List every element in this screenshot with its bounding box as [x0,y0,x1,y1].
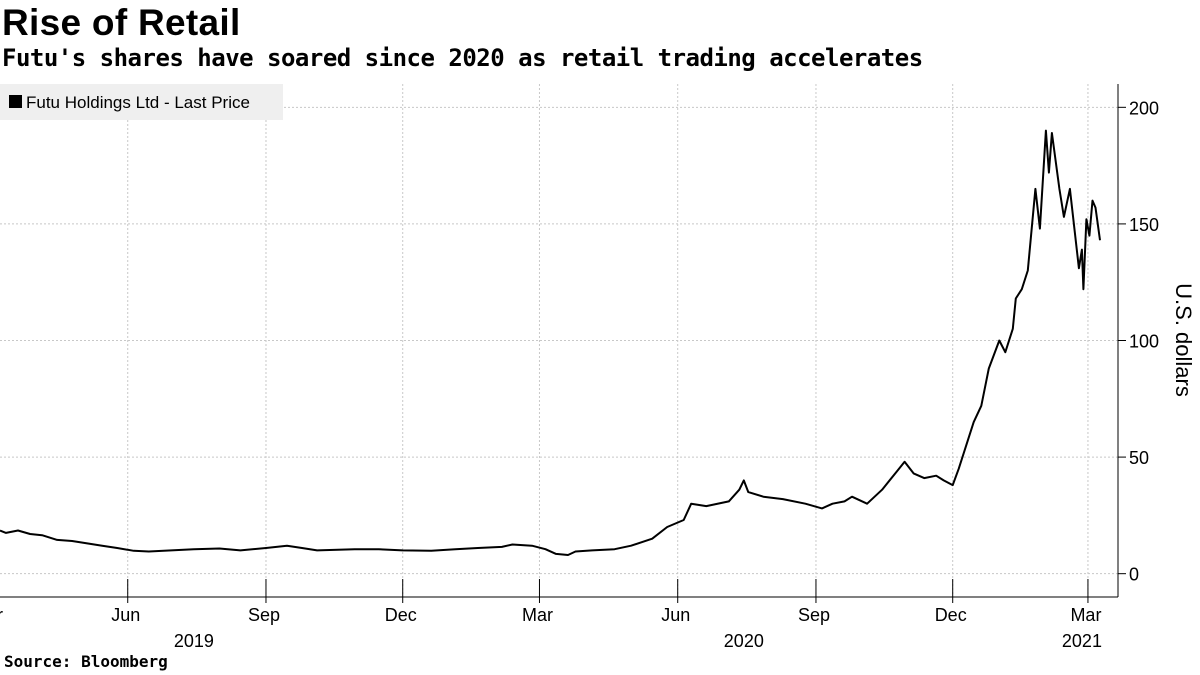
x-tick-label: Dec [935,605,967,625]
chart-title: Rise of Retail [2,2,241,43]
grid-lines [0,84,1118,597]
chart-subtitle: Futu's shares have soared since 2020 as … [2,44,923,72]
y-axis-title: U.S. dollars [1171,283,1196,397]
x-tick-label: Jun [661,605,690,625]
x-tick-label: Mar [1070,605,1101,625]
x-tick-label: Sep [248,605,280,625]
x-tick-label: Jun [111,605,140,625]
x-year-label: 2020 [724,631,764,651]
axes: 0 50 100 150 200 Mar Jun Sep Dec Mar Jun Sep Dec Mar 2… [0,84,1159,651]
x-tick-label: Dec [385,605,417,625]
legend: Futu Holdings Ltd - Last Price [0,84,283,120]
y-tick-label: 50 [1129,448,1149,468]
series-line-futu-holdings [0,129,1101,556]
x-tick-label: Mar [0,605,3,625]
x-year-label: 2019 [174,631,214,651]
legend-label: Futu Holdings Ltd - Last Price [26,93,250,112]
x-year-label: 2021 [1062,631,1102,651]
source-note: Source: Bloomberg [4,652,168,671]
y-tick-label: 0 [1129,565,1139,585]
series-lines [0,129,1101,556]
y-tick-label: 100 [1129,332,1159,352]
y-tick-label: 150 [1129,215,1159,235]
x-tick-label: Mar [522,605,553,625]
legend-swatch-icon [9,95,22,108]
y-tick-label: 200 [1129,98,1159,118]
legend-background [0,84,283,120]
x-tick-label: Sep [798,605,830,625]
